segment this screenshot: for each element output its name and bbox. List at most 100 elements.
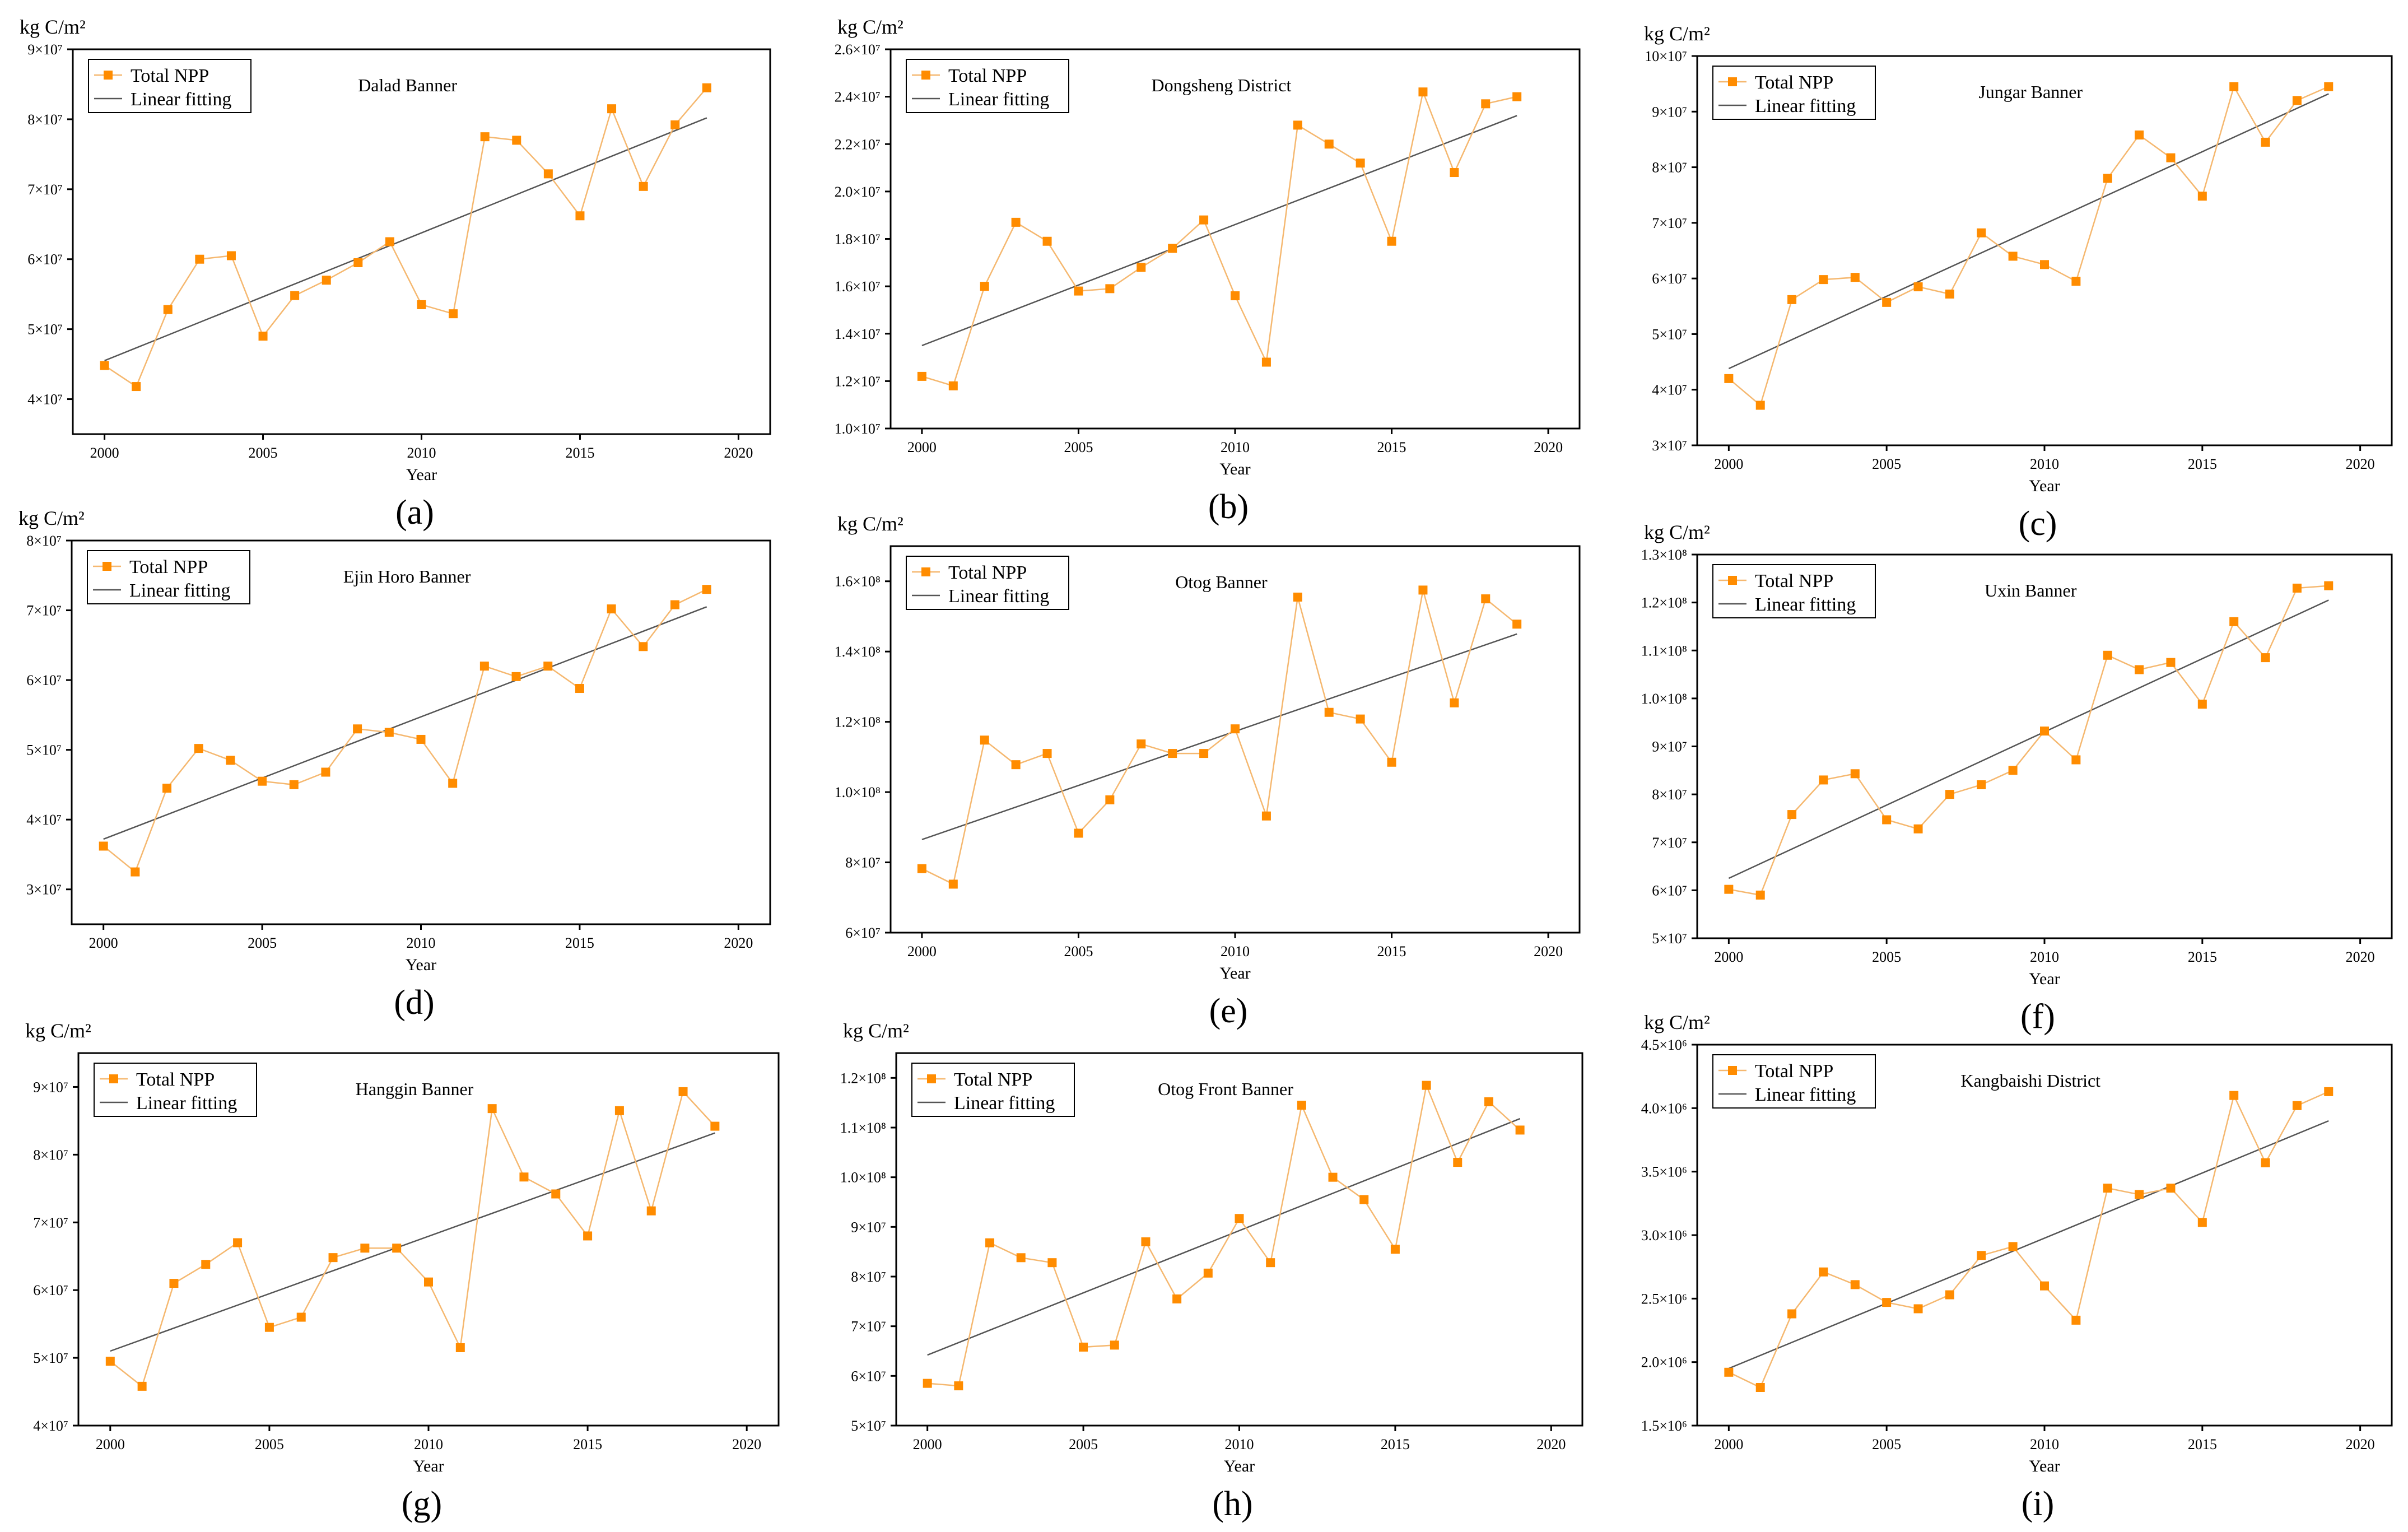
y-tick-label: 5×10⁷ — [27, 322, 63, 338]
legend-npp-label: Total NPP — [1755, 571, 1833, 592]
npp-point — [417, 300, 426, 309]
y-tick-label: 1.2×10⁸ — [835, 714, 881, 730]
npp-point — [169, 1279, 179, 1288]
panel-caption: (a) — [395, 493, 434, 532]
legend-npp-label: Total NPP — [1755, 72, 1833, 93]
npp-point — [702, 585, 711, 594]
npp-point — [480, 132, 490, 142]
panel-caption: (f) — [2020, 998, 2055, 1036]
x-tick-label: 2020 — [2346, 949, 2375, 965]
x-tick-label: 2015 — [1377, 943, 1406, 960]
npp-point — [1913, 824, 1923, 833]
legend-npp-marker — [921, 567, 930, 576]
npp-point — [1484, 1097, 1493, 1106]
npp-point — [99, 841, 108, 851]
npp-series-line — [110, 1090, 716, 1388]
legend-npp-label: Total NPP — [948, 66, 1027, 86]
legend-fit-label: Linear fitting — [136, 1093, 237, 1114]
npp-point — [1450, 698, 1459, 707]
legend-npp-marker — [1728, 1066, 1737, 1075]
npp-point — [2040, 727, 2049, 736]
npp-point — [954, 1381, 963, 1391]
y-tick-label: 6×10⁷ — [26, 672, 62, 688]
npp-point — [1042, 749, 1052, 758]
y-unit-label: kg C/m² — [20, 16, 86, 38]
npp-point — [1199, 749, 1209, 758]
x-tick-label: 2010 — [407, 445, 436, 461]
npp-point — [100, 361, 109, 370]
npp-point — [321, 767, 330, 777]
npp-point — [1450, 168, 1459, 178]
npp-point — [1512, 620, 1522, 629]
legend-box — [87, 550, 250, 604]
linear-fit-line — [110, 1132, 715, 1352]
npp-point — [1481, 99, 1491, 109]
npp-point — [1945, 790, 1954, 799]
npp-point — [105, 1357, 115, 1366]
npp-point — [2324, 1087, 2334, 1096]
npp-point — [1231, 724, 1240, 734]
y-tick-label: 3×10⁷ — [1652, 437, 1687, 454]
y-tick-label: 4×10⁷ — [33, 1418, 68, 1434]
npp-point — [1819, 775, 1828, 785]
legend-npp-label: Total NPP — [131, 66, 209, 86]
npp-point — [1231, 291, 1240, 301]
chart-title: Otog Front Banner — [1158, 1079, 1293, 1099]
npp-point — [448, 779, 458, 788]
npp-point — [1850, 769, 1860, 779]
legend-npp-label: Total NPP — [136, 1069, 215, 1090]
npp-point — [1356, 159, 1365, 168]
npp-point — [392, 1244, 402, 1253]
npp-point — [512, 136, 521, 145]
y-tick-label: 2.0×10⁷ — [835, 184, 881, 200]
npp-point — [2292, 583, 2302, 593]
x-tick-label: 2015 — [2188, 1436, 2217, 1452]
npp-point — [1755, 401, 1765, 410]
panel-caption: (i) — [2022, 1485, 2055, 1523]
npp-point — [543, 662, 553, 671]
y-unit-label: kg C/m² — [837, 513, 903, 535]
legend-npp-marker — [1728, 576, 1737, 585]
x-tick-label: 2005 — [248, 935, 277, 951]
npp-point — [1016, 1253, 1026, 1263]
plot-frame — [889, 545, 1581, 934]
npp-point — [917, 371, 926, 381]
y-tick-label: 1.0×10⁷ — [835, 421, 881, 437]
npp-point — [1011, 217, 1021, 227]
npp-point — [2229, 1091, 2239, 1100]
npp-point — [1042, 236, 1052, 246]
npp-point — [1079, 1342, 1088, 1352]
npp-point — [646, 1206, 656, 1216]
npp-point — [2103, 174, 2112, 183]
linear-fit-line — [927, 1117, 1521, 1356]
npp-point — [162, 784, 172, 793]
x-tick-label: 2005 — [1872, 1436, 1901, 1452]
x-axis-title: Year — [1224, 1457, 1255, 1475]
npp-point — [1390, 1245, 1400, 1254]
y-unit-label: kg C/m² — [1644, 521, 1710, 543]
npp-point — [1913, 282, 1923, 292]
x-tick-label: 2005 — [1064, 439, 1093, 455]
x-tick-label: 2020 — [1536, 1436, 1566, 1452]
panel-caption: (g) — [402, 1485, 442, 1523]
y-unit-label: kg C/m² — [18, 507, 85, 529]
npp-point — [2103, 650, 2112, 660]
x-tick-label: 2000 — [89, 935, 118, 951]
npp-point — [702, 83, 711, 92]
chart-title: Dongsheng District — [1152, 75, 1292, 95]
npp-point — [985, 1238, 995, 1247]
y-unit-label: kg C/m² — [843, 1019, 909, 1042]
x-tick-label: 2015 — [573, 1436, 602, 1452]
x-axis-title: Year — [1219, 460, 1250, 478]
x-tick-label: 2005 — [249, 445, 278, 461]
npp-point — [163, 305, 173, 314]
npp-point — [449, 309, 458, 319]
x-axis-title: Year — [413, 1457, 444, 1475]
plot-frame — [72, 48, 771, 435]
npp-point — [416, 734, 426, 744]
npp-point — [1882, 815, 1892, 825]
npp-point — [670, 600, 679, 609]
